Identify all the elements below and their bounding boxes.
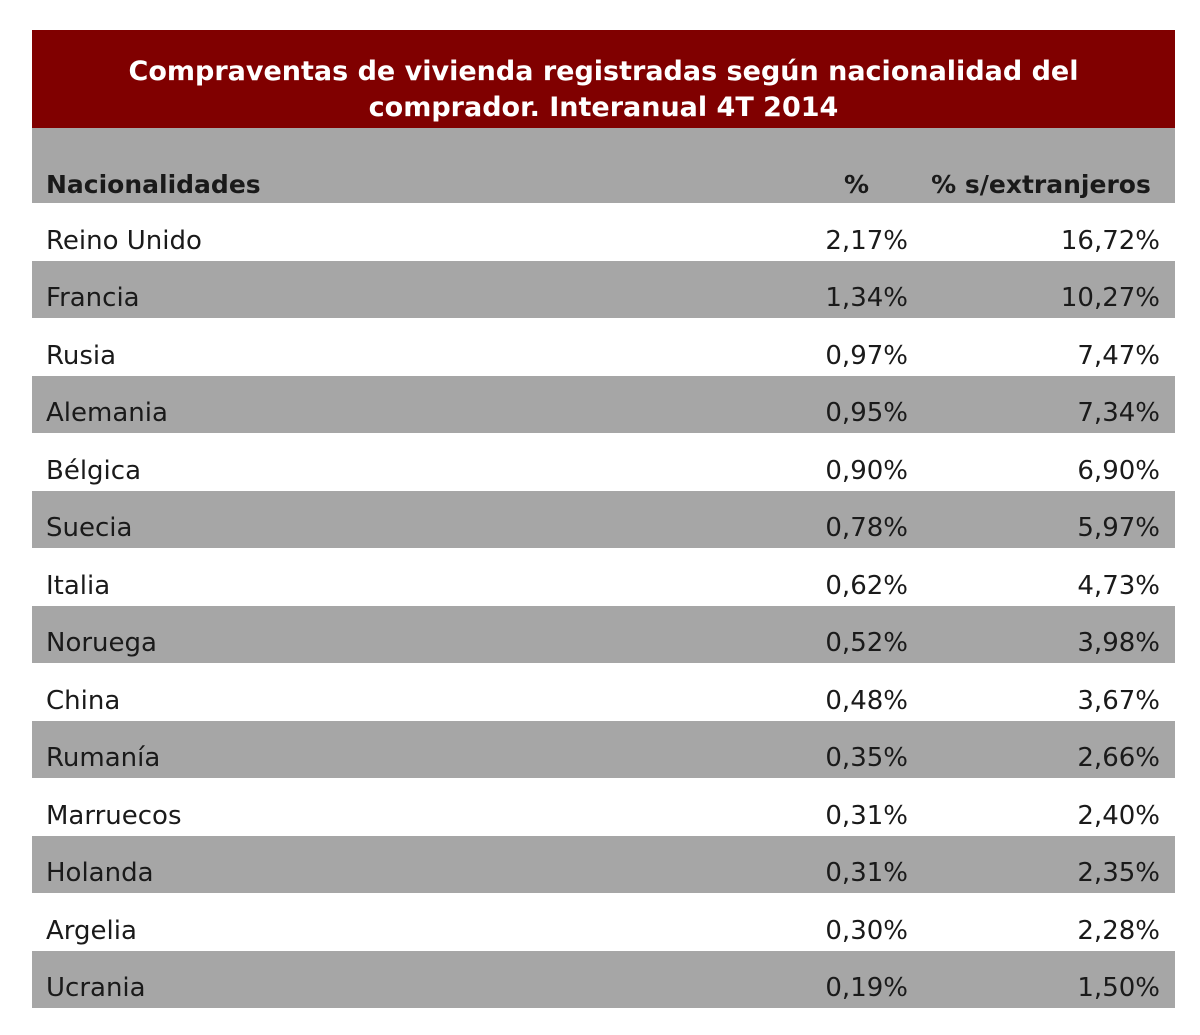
value-cell: 7,47%: [1077, 340, 1160, 371]
table-row: Marruecos 0,31% 2,40%: [32, 778, 1175, 836]
value-cell: 3,98%: [1077, 628, 1160, 658]
nationality-cell: Marruecos: [46, 800, 182, 831]
value-cell: 2,40%: [1077, 800, 1160, 831]
table: Compraventas de vivienda registradas seg…: [32, 30, 1175, 1008]
nationality-cell: Noruega: [46, 628, 157, 658]
value-cell: 3,67%: [1077, 685, 1160, 716]
value-cell: 10,27%: [1060, 283, 1160, 313]
table-row: Noruega 0,52% 3,98%: [32, 605, 1175, 663]
nationality-cell: Suecia: [46, 513, 133, 543]
value-cell: 2,66%: [1077, 743, 1160, 773]
table-row: Italia 0,62% 4,73%: [32, 548, 1175, 606]
nationality-cell: Ucrania: [46, 973, 146, 1003]
nationality-cell: Alemania: [46, 398, 168, 428]
nationality-cell: Holanda: [46, 858, 154, 888]
header-cell: % s/extranjeros: [931, 170, 1151, 199]
table-row: Rumanía 0,35% 2,66%: [32, 720, 1175, 778]
table-row: Reino Unido 2,17% 16,72%: [32, 203, 1175, 261]
value-cell: 7,34%: [1077, 398, 1160, 428]
value-cell: 0,31%: [825, 858, 908, 888]
header-cell: Nacionalidades: [46, 170, 261, 199]
nationality-cell: Bélgica: [46, 455, 142, 486]
value-cell: 0,78%: [825, 513, 908, 543]
value-cell: 2,35%: [1077, 858, 1160, 888]
value-cell: 0,30%: [825, 915, 908, 946]
value-cell: 0,31%: [825, 800, 908, 831]
table-title: Compraventas de vivienda registradas seg…: [32, 30, 1175, 128]
table-row: Rusia 0,97% 7,47%: [32, 318, 1175, 376]
value-cell: 0,48%: [825, 685, 908, 716]
table-row: Holanda 0,31% 2,35%: [32, 835, 1175, 893]
nationality-cell: Italia: [46, 570, 111, 601]
table-row: Suecia 0,78% 5,97%: [32, 490, 1175, 548]
table-row: Alemania 0,95% 7,34%: [32, 375, 1175, 433]
value-cell: 1,50%: [1077, 973, 1160, 1003]
nationality-cell: Rumanía: [46, 743, 161, 773]
nationality-cell: Francia: [46, 283, 140, 313]
value-cell: 0,97%: [825, 340, 908, 371]
table-row: Francia 1,34% 10,27%: [32, 260, 1175, 318]
value-cell: 0,19%: [825, 973, 908, 1003]
value-cell: 0,35%: [825, 743, 908, 773]
value-cell: 5,97%: [1077, 513, 1160, 543]
table-row: Argelia 0,30% 2,28%: [32, 893, 1175, 951]
table-row: Ucrania 0,19% 1,50%: [32, 950, 1175, 1008]
nationality-cell: China: [46, 685, 121, 716]
value-cell: 1,34%: [825, 283, 908, 313]
nationality-cell: Argelia: [46, 915, 137, 946]
nationality-cell: Rusia: [46, 340, 117, 371]
value-cell: 16,72%: [1060, 225, 1160, 256]
value-cell: 0,62%: [825, 570, 908, 601]
value-cell: 2,17%: [825, 225, 908, 256]
value-cell: 2,28%: [1077, 915, 1160, 946]
table-row: Bélgica 0,90% 6,90%: [32, 433, 1175, 491]
table-row: China 0,48% 3,67%: [32, 663, 1175, 721]
header-cell: %: [843, 170, 869, 199]
header-row: Nacionalidades % % s/extranjeros: [32, 128, 1175, 203]
value-cell: 0,95%: [825, 398, 908, 428]
value-cell: 0,52%: [825, 628, 908, 658]
table-body: Reino Unido 2,17% 16,72% Francia 1,34% 10,27%…: [32, 203, 1175, 1008]
nationality-cell: Reino Unido: [46, 225, 202, 256]
value-cell: 4,73%: [1077, 570, 1160, 601]
value-cell: 6,90%: [1077, 455, 1160, 486]
value-cell: 0,90%: [825, 455, 908, 486]
